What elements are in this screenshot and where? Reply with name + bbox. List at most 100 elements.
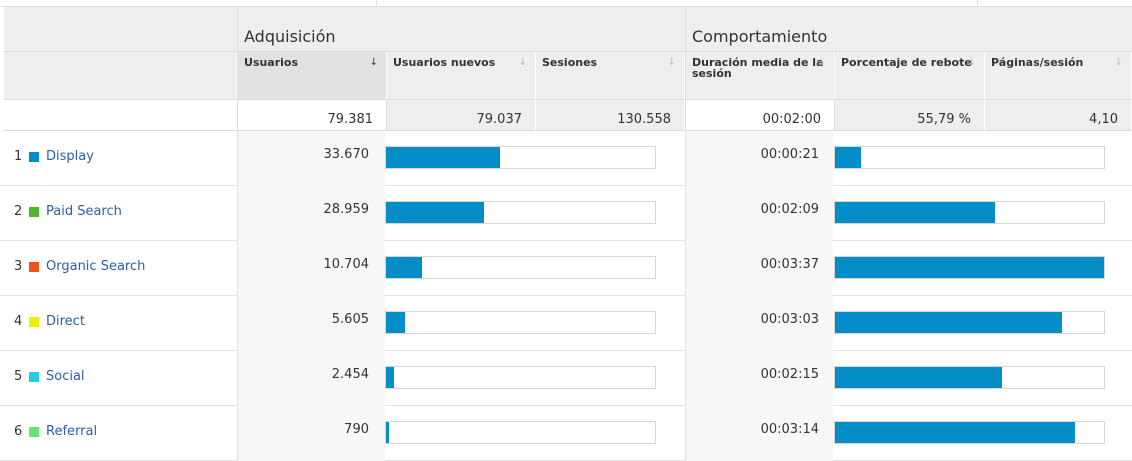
column-header-paginas[interactable]: Páginas/sesión ↓ xyxy=(985,52,1132,99)
column-label: Porcentaje de rebote xyxy=(841,56,972,69)
duracion-bar-track xyxy=(834,146,1105,169)
total-usuarios: 79.381 xyxy=(237,99,387,131)
duracion-bar-fill xyxy=(835,367,1002,388)
table-row: 1 Display 33.670 00:00:21 xyxy=(0,131,1132,186)
duracion-value: 00:03:37 xyxy=(760,257,819,272)
usuarios-cell-bg xyxy=(237,186,385,241)
column-label: Sesiones xyxy=(542,56,598,69)
sort-arrow-icon[interactable]: ↓ xyxy=(1114,57,1123,68)
usuarios-bar-fill xyxy=(386,422,389,443)
row-index: 6 xyxy=(14,424,23,439)
total-paginas: 4,10 xyxy=(985,99,1132,131)
usuarios-cell-bg xyxy=(237,406,385,461)
column-header-rebote[interactable]: Porcentaje de rebote ↓ xyxy=(835,52,985,99)
group-header-comportamiento: Comportamiento xyxy=(685,7,1132,52)
legend-swatch-icon xyxy=(29,262,39,272)
row-label: 4 Direct xyxy=(14,315,85,329)
duracion-bar-fill xyxy=(835,422,1075,443)
table-row: 5 Social 2.454 00:02:15 xyxy=(0,351,1132,406)
duracion-bar-track xyxy=(834,311,1105,334)
legend-swatch-icon xyxy=(29,427,39,437)
column-header-usuarios[interactable]: Usuarios ↓ xyxy=(237,52,387,99)
duracion-cell-bg xyxy=(685,186,833,241)
column-label: Páginas/sesión xyxy=(991,56,1084,69)
table-row: 2 Paid Search 28.959 00:02:09 xyxy=(0,186,1132,241)
usuarios-bar-fill xyxy=(386,312,405,333)
row-index: 1 xyxy=(14,149,23,164)
column-header-usuarios-nuevos[interactable]: Usuarios nuevos ↓ xyxy=(387,52,536,99)
totals-blank xyxy=(4,99,237,131)
usuarios-value: 33.670 xyxy=(323,147,370,162)
usuarios-bar-fill xyxy=(386,202,484,223)
usuarios-bar-fill xyxy=(386,367,394,388)
duracion-cell-bg xyxy=(685,131,833,186)
column-header-duracion[interactable]: Duración media de la sesión ↓ xyxy=(685,52,835,99)
table-row: 4 Direct 5.605 00:03:03 xyxy=(0,296,1132,351)
group-header-adquisicion: Adquisición xyxy=(237,7,685,52)
total-usuarios-nuevos: 79.037 xyxy=(387,99,536,131)
sort-arrow-icon[interactable]: ↓ xyxy=(667,57,676,68)
column-header-sesiones[interactable]: Sesiones ↓ xyxy=(536,52,685,99)
usuarios-cell-bg xyxy=(237,131,385,186)
duracion-cell-bg xyxy=(685,296,833,351)
legend-swatch-icon xyxy=(29,372,39,382)
duracion-value: 00:02:09 xyxy=(760,202,819,217)
row-index: 4 xyxy=(14,314,23,329)
total-duracion: 00:02:00 xyxy=(685,99,835,131)
row-index: 3 xyxy=(14,259,23,274)
row-label: 1 Display xyxy=(14,150,94,164)
duracion-bar-track xyxy=(834,256,1105,279)
legend-swatch-icon xyxy=(29,152,39,162)
duracion-cell-bg xyxy=(685,241,833,296)
group-title: Adquisición xyxy=(244,27,336,46)
usuarios-value: 5.605 xyxy=(331,312,369,327)
top-divider xyxy=(376,0,377,6)
row-label: 2 Paid Search xyxy=(14,205,122,219)
usuarios-bar-track xyxy=(385,421,656,444)
column-label: Usuarios nuevos xyxy=(393,56,496,69)
channel-link[interactable]: Referral xyxy=(46,424,98,439)
usuarios-bar-track xyxy=(385,201,656,224)
column-divider xyxy=(237,131,238,461)
row-index: 5 xyxy=(14,369,23,384)
duracion-bar-track xyxy=(834,366,1105,389)
total-rebote: 55,79 % xyxy=(835,99,985,131)
usuarios-value: 28.959 xyxy=(323,202,370,217)
usuarios-bar-track xyxy=(385,256,656,279)
duracion-value: 00:00:21 xyxy=(760,147,819,162)
channel-link[interactable]: Social xyxy=(46,369,85,384)
total-sesiones: 130.558 xyxy=(536,99,685,131)
duracion-bar-fill xyxy=(835,202,995,223)
header-blank xyxy=(4,52,237,99)
legend-swatch-icon xyxy=(29,207,39,217)
legend-swatch-icon xyxy=(29,317,39,327)
usuarios-cell-bg xyxy=(237,241,385,296)
sort-arrow-icon[interactable]: ↓ xyxy=(967,57,976,68)
usuarios-cell-bg xyxy=(237,296,385,351)
channel-link[interactable]: Direct xyxy=(46,314,85,329)
duracion-cell-bg xyxy=(685,406,833,461)
table-row: 6 Referral 790 00:03:14 xyxy=(0,406,1132,461)
top-divider xyxy=(977,0,978,6)
usuarios-cell-bg xyxy=(237,351,385,406)
top-strip xyxy=(0,0,1132,7)
duracion-bar-track xyxy=(834,201,1105,224)
channel-link[interactable]: Display xyxy=(46,149,94,164)
sort-arrow-icon[interactable]: ↓ xyxy=(369,57,378,68)
usuarios-bar-track xyxy=(385,311,656,334)
usuarios-value: 790 xyxy=(344,422,369,437)
column-label: Duración media de la sesión xyxy=(692,56,824,80)
channel-link[interactable]: Organic Search xyxy=(46,259,146,274)
usuarios-value: 2.454 xyxy=(331,367,369,382)
sort-arrow-icon[interactable]: ↓ xyxy=(518,57,527,68)
duracion-bar-fill xyxy=(835,312,1062,333)
usuarios-bar-fill xyxy=(386,257,422,278)
duracion-value: 00:03:03 xyxy=(760,312,819,327)
header-blank xyxy=(4,7,237,52)
usuarios-bar-fill xyxy=(386,147,500,168)
duracion-bar-fill xyxy=(835,257,1104,278)
table-row: 3 Organic Search 10.704 00:03:37 xyxy=(0,241,1132,296)
channel-link[interactable]: Paid Search xyxy=(46,204,122,219)
duracion-bar-track xyxy=(834,421,1105,444)
sort-arrow-icon[interactable]: ↓ xyxy=(817,57,826,68)
